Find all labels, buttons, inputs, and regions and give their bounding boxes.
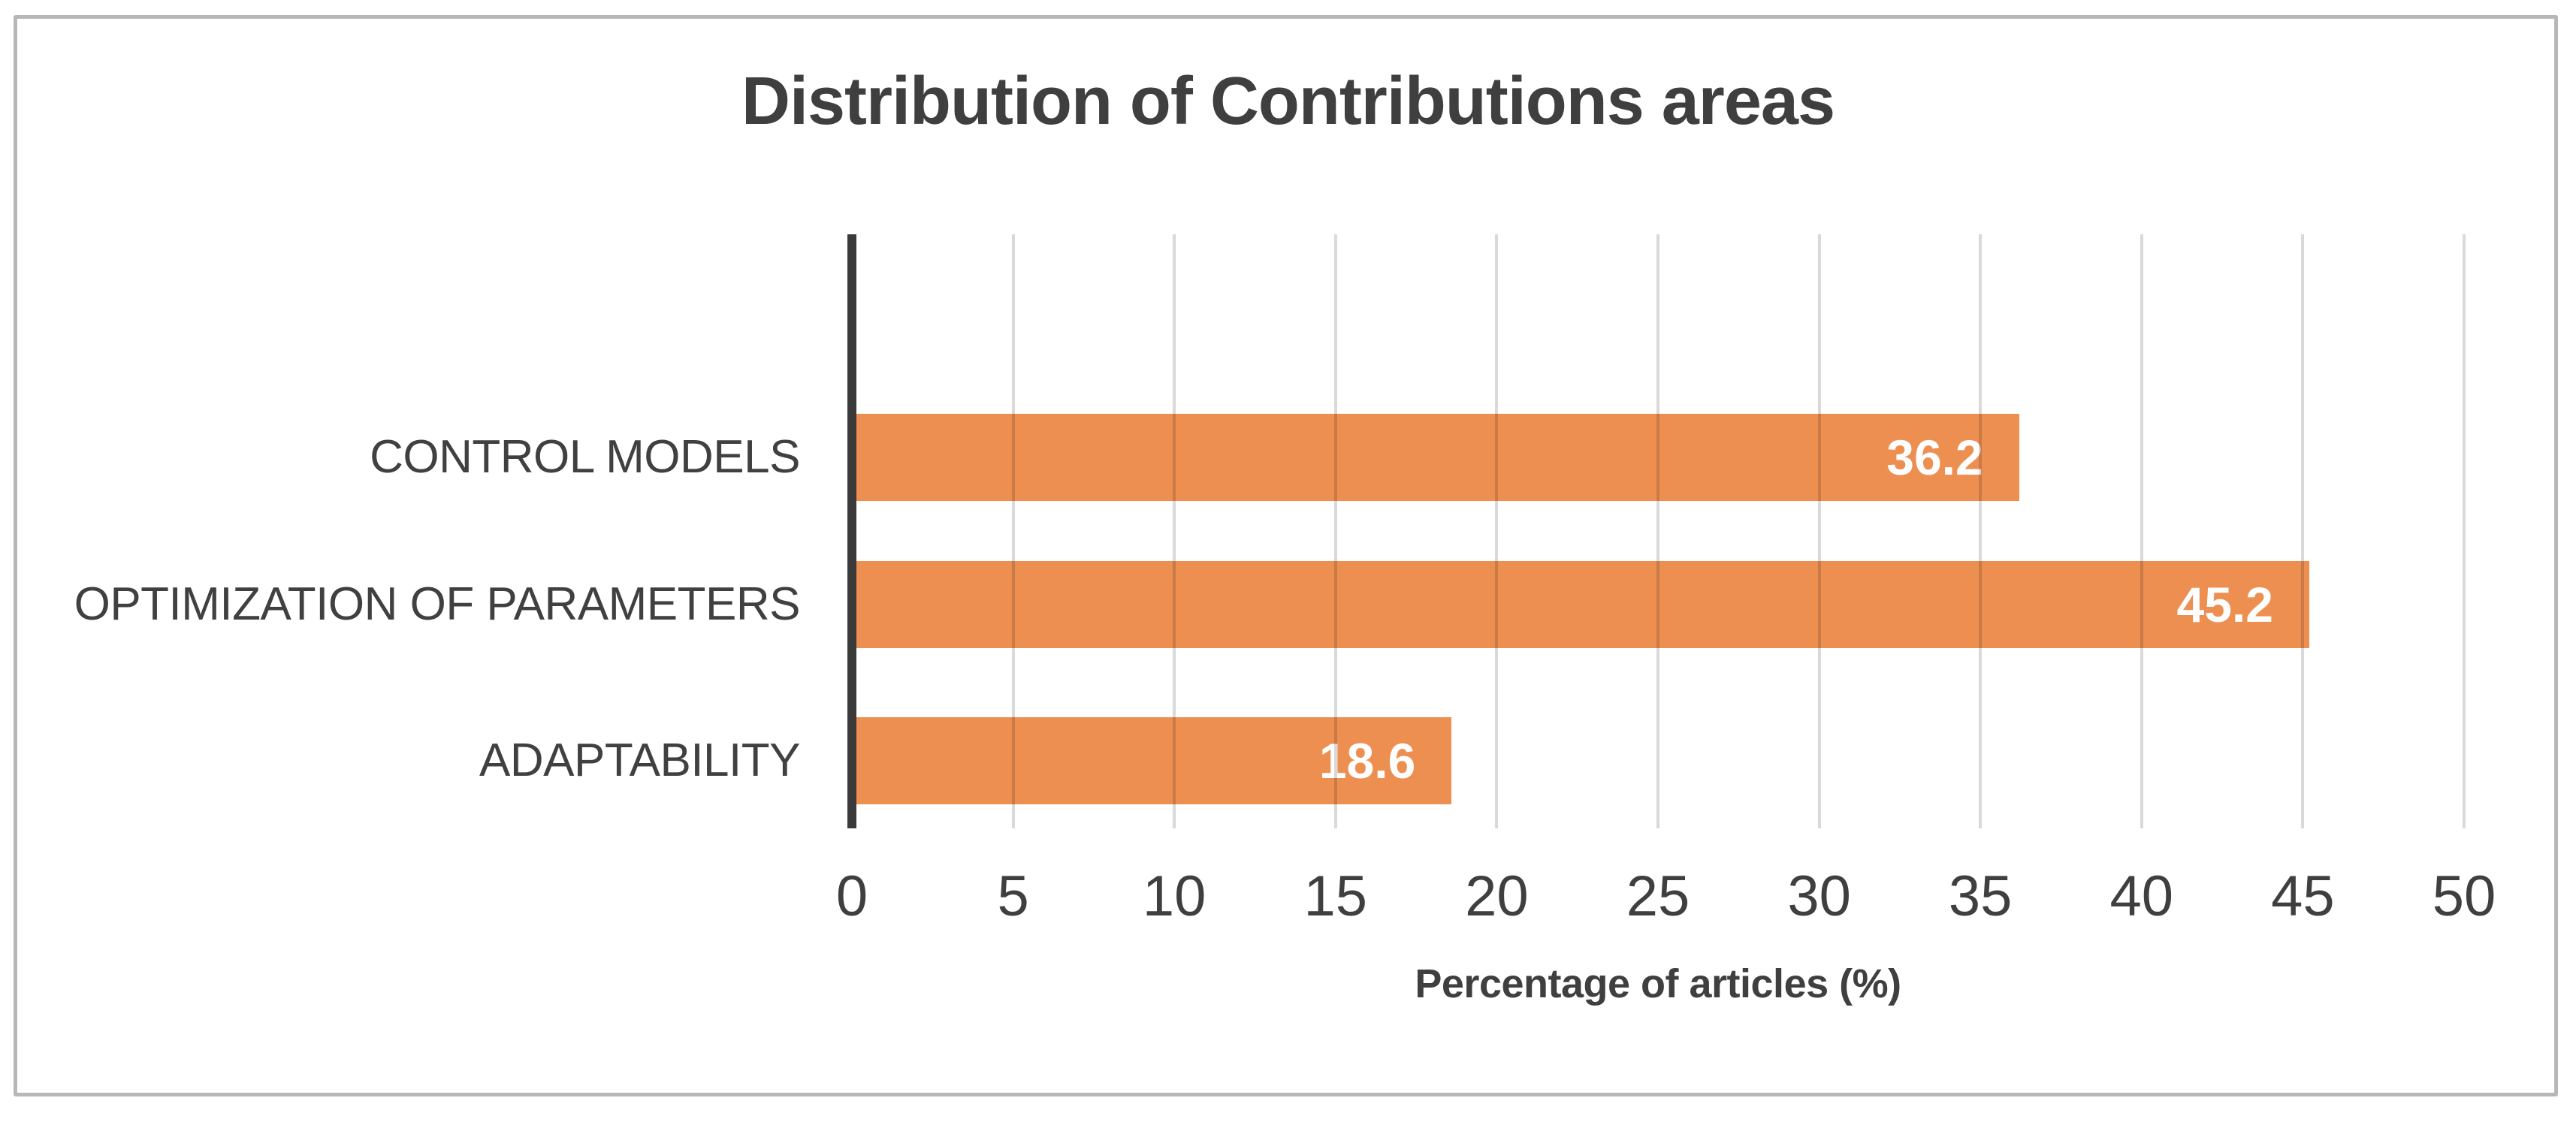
x-axis-title: Percentage of articles (%): [1415, 961, 1901, 1006]
x-tick-label: 45: [2271, 864, 2335, 928]
x-tick-label: 50: [2432, 864, 2496, 928]
x-tick-label: 20: [1465, 864, 1529, 928]
category-label: OPTIMIZATION OF PARAMETERS: [74, 578, 801, 630]
x-tick-label: 5: [997, 864, 1029, 928]
x-tick-label: 25: [1626, 864, 1690, 928]
value-gridline: [1656, 234, 1659, 828]
value-gridline: [1495, 234, 1499, 828]
value-gridline: [1173, 234, 1176, 828]
category-axis-line: [847, 234, 856, 828]
x-tick-label: 10: [1142, 864, 1206, 928]
x-tick-label: 30: [1787, 864, 1851, 928]
bar-adaptability: 18.6: [852, 717, 1452, 804]
bar-control-models: 36.2: [852, 414, 2019, 501]
chart-title: Distribution of Contributions areas: [741, 64, 1835, 139]
bar-value-label: 45.2: [2176, 577, 2273, 632]
x-tick-label: 0: [835, 864, 868, 928]
bar-value-label: 18.6: [1318, 733, 1416, 789]
value-gridline: [2463, 234, 2466, 828]
x-tick-label: 35: [1948, 864, 2013, 928]
plot-area: 36.2 45.2 18.6: [847, 234, 2466, 828]
category-label: ADAPTABILITY: [479, 734, 800, 786]
value-gridline: [2301, 234, 2305, 828]
value-gridline: [1333, 234, 1337, 828]
x-tick-label: 15: [1303, 864, 1368, 928]
value-gridline: [1979, 234, 1983, 828]
value-gridline: [1011, 234, 1015, 828]
value-gridline: [2140, 234, 2143, 828]
bar-optimization-of-parameters: 45.2: [852, 561, 2309, 648]
category-label: CONTROL MODELS: [370, 431, 800, 483]
value-gridline: [1817, 234, 1821, 828]
x-tick-label: 40: [2109, 864, 2174, 928]
bar-value-label: 36.2: [1886, 430, 1983, 485]
chart-border-frame: [14, 15, 2558, 1096]
